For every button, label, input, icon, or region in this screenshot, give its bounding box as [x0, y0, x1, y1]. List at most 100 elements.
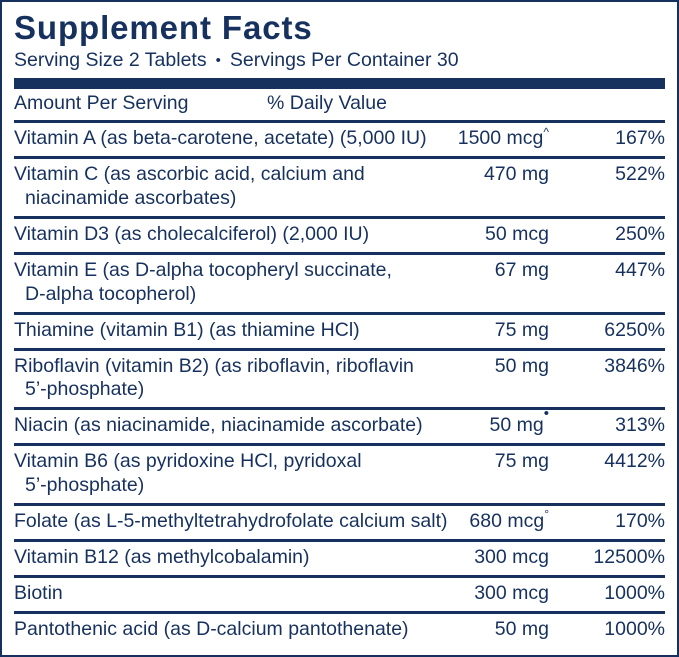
- nutrient-rows: Vitamin A (as beta-carotene, acetate) (5…: [14, 120, 665, 646]
- footnote-marker: •: [543, 404, 549, 422]
- column-headers: Amount Per Serving % Daily Value: [14, 89, 665, 120]
- nutrient-name: Vitamin E (as D-alpha tocopheryl succina…: [14, 259, 466, 307]
- row-divider: [14, 610, 665, 614]
- nutrient-name-line2: 5’-phosphate): [25, 473, 145, 496]
- table-row: Vitamin A (as beta-carotene, acetate) (5…: [14, 123, 665, 156]
- row-divider: [14, 216, 665, 219]
- servings-per-container: Servings Per Container 30: [229, 49, 459, 71]
- nutrient-name: Vitamin C (as ascorbic acid, calcium and…: [14, 163, 466, 211]
- nutrient-name: Folate (as L-5-methyltetrahydrofolate ca…: [14, 510, 466, 534]
- nutrient-amount-value: 75 mg: [494, 318, 549, 341]
- serving-size: Serving Size 2 Tablets: [14, 49, 207, 71]
- daily-value-header: % Daily Value: [267, 92, 387, 115]
- nutrient-amount: 300 mcg: [394, 582, 549, 606]
- nutrient-name-line1: Vitamin E (as D-alpha tocopheryl succina…: [14, 259, 392, 281]
- nutrient-name-line1: Riboflavin (vitamin B2) (as riboflavin, …: [14, 354, 414, 377]
- table-row: Folate (as L-5-methyltetrahydrofolate ca…: [14, 506, 665, 539]
- daily-value-percent: 167%: [615, 127, 665, 150]
- nutrient-amount-value: 300 mcg: [474, 545, 549, 568]
- nutrient-name-line1: Folate (as L-5-methyltetrahydrofolate ca…: [14, 509, 448, 532]
- daily-value-percent: 3846%: [604, 354, 665, 377]
- daily-value-percent: 6250%: [604, 318, 665, 341]
- nutrient-amount: 50 mg: [394, 618, 549, 642]
- nutrient-name-line2: D-alpha tocopherol): [25, 282, 197, 305]
- daily-value-percent: 447%: [615, 259, 665, 281]
- nutrient-name-line1: Vitamin B6 (as pyridoxine HCl, pyridoxal: [14, 450, 362, 473]
- row-divider: [14, 120, 665, 124]
- nutrient-amount-value: 50 mg: [494, 617, 549, 640]
- nutrient-amount: 67 mg: [394, 259, 549, 283]
- nutrient-amount-value: 50 mg: [494, 354, 549, 377]
- table-row: Vitamin B6 (as pyridoxine HCl, pyridoxal…: [14, 446, 665, 503]
- row-divider: [14, 156, 665, 160]
- nutrient-name: Vitamin A (as beta-carotene, acetate) (5…: [14, 127, 466, 151]
- nutrient-amount-value: 470 mg: [483, 163, 549, 186]
- nutrient-name: Thiamine (vitamin B1) (as thiamine HCl): [14, 319, 466, 343]
- daily-value-percent: 1000%: [604, 617, 665, 640]
- table-row: Vitamin E (as D-alpha tocopheryl succina…: [14, 255, 665, 312]
- nutrient-amount-value: 300 mcg: [474, 581, 549, 604]
- nutrient-amount: 75 mg: [394, 450, 549, 474]
- nutrient-name: Vitamin B12 (as methylcobalamin): [14, 546, 466, 570]
- nutrient-amount-value: 50 mcg: [485, 223, 549, 245]
- row-divider: [14, 311, 665, 315]
- nutrient-amount: 1500 mcg^: [394, 124, 549, 151]
- table-row: Niacin (as niacinamide, niacinamide asco…: [14, 406, 665, 443]
- table-row: Pantothenic acid (as D-calcium pantothen…: [14, 614, 665, 647]
- nutrient-name: Vitamin D3 (as cholecalciferol) (2,000 I…: [14, 223, 466, 247]
- nutrient-name-line1: Niacin (as niacinamide, niacinamide asco…: [14, 414, 423, 437]
- serving-info: Serving Size 2 Tablets • Servings Per Cont…: [14, 49, 665, 78]
- table-row: Vitamin C (as ascorbic acid, calcium and…: [14, 159, 665, 216]
- nutrient-name: Biotin: [14, 582, 466, 606]
- daily-value-percent: 4412%: [604, 450, 665, 473]
- nutrient-name-line1: Vitamin B12 (as methylcobalamin): [14, 545, 310, 568]
- nutrient-amount: 470 mg: [394, 163, 549, 187]
- nutrient-name: Niacin (as niacinamide, niacinamide asco…: [14, 414, 466, 438]
- nutrient-amount: 50 mg•: [394, 406, 549, 438]
- nutrient-name-line1: Vitamin A (as beta-carotene, acetate) (5…: [14, 127, 427, 150]
- footnote-marker: °: [544, 507, 549, 522]
- nutrient-amount-value: 67 mg: [494, 259, 549, 281]
- table-row: Vitamin B12 (as methylcobalamin) 300 mcg 1…: [14, 542, 665, 575]
- nutrient-amount: 50 mcg: [394, 223, 549, 247]
- footnote-marker: ^: [543, 124, 549, 139]
- nutrient-amount: 75 mg: [394, 319, 549, 343]
- header-bar-divider: [14, 78, 665, 90]
- daily-value-percent: 12500%: [593, 545, 665, 568]
- nutrient-name-line1: Vitamin C (as ascorbic acid, calcium and: [14, 163, 365, 186]
- nutrient-name-line2: niacinamide ascorbates): [25, 187, 237, 210]
- amount-per-serving-header: Amount Per Serving: [14, 92, 189, 115]
- nutrient-name-line1: Vitamin D3 (as cholecalciferol) (2,000 I…: [14, 223, 370, 245]
- nutrient-amount: 50 mg: [394, 355, 549, 379]
- nutrient-name: Pantothenic acid (as D-calcium pantothen…: [14, 618, 466, 642]
- row-divider: [14, 502, 665, 506]
- row-divider: [14, 538, 665, 542]
- row-divider: [14, 252, 665, 255]
- bullet-separator-icon: •: [215, 52, 221, 69]
- daily-value-percent: 522%: [615, 163, 665, 186]
- nutrient-name-line1: Thiamine (vitamin B1) (as thiamine HCl): [14, 318, 360, 341]
- nutrient-name-line1: Biotin: [14, 581, 63, 604]
- nutrient-name-line1: Pantothenic acid (as D-calcium pantothen…: [14, 617, 409, 640]
- row-divider: [14, 407, 665, 411]
- nutrient-amount-value: 50 mg: [489, 414, 544, 437]
- nutrient-amount: 680 mcg°: [394, 507, 549, 534]
- table-row: Thiamine (vitamin B1) (as thiamine HCl) 7…: [14, 315, 665, 348]
- nutrient-amount-value: 75 mg: [494, 450, 549, 473]
- nutrient-amount-value: 1500 mcg: [457, 127, 544, 150]
- daily-value-percent: 250%: [615, 223, 665, 245]
- daily-value-percent: 313%: [615, 414, 665, 437]
- nutrient-name-line2: 5’-phosphate): [25, 378, 145, 401]
- page-title: Supplement Facts: [14, 9, 313, 46]
- table-row: Vitamin D3 (as cholecalciferol) (2,000 I…: [14, 219, 665, 252]
- row-divider: [14, 574, 665, 578]
- nutrient-name: Riboflavin (vitamin B2) (as riboflavin, …: [14, 355, 466, 403]
- table-row: Riboflavin (vitamin B2) (as riboflavin, …: [14, 351, 665, 408]
- table-row: Biotin 300 mcg 1000%: [14, 578, 665, 611]
- nutrient-amount: 300 mcg: [394, 546, 549, 570]
- row-divider: [14, 347, 665, 351]
- daily-value-percent: 170%: [615, 509, 665, 532]
- nutrient-amount-value: 680 mcg: [469, 509, 545, 532]
- daily-value-percent: 1000%: [604, 581, 665, 604]
